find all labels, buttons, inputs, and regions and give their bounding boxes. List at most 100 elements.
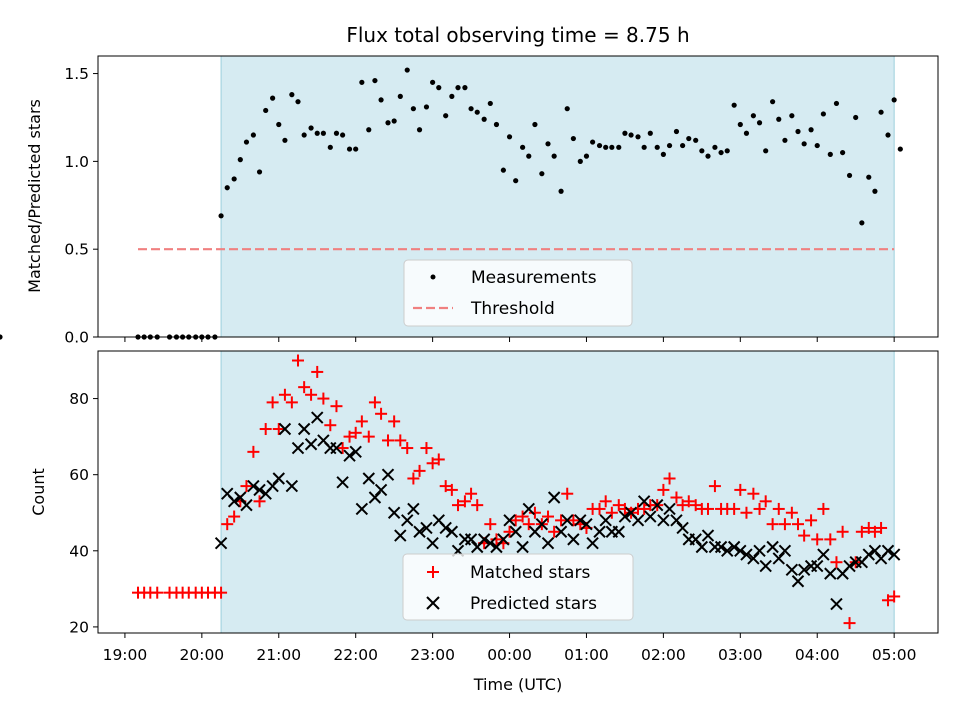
measurement-point (385, 120, 391, 126)
matched-star-point (317, 392, 330, 405)
measurement-point (295, 99, 301, 105)
measurement-point (520, 144, 526, 150)
x-tick-label: 02:00 (641, 646, 686, 664)
measurement-point (609, 144, 615, 150)
matched-star-point (888, 590, 901, 603)
predicted-star-point (509, 525, 522, 538)
predicted-star-point (297, 422, 311, 436)
measurement-point (513, 178, 519, 184)
predicted-star-point (227, 495, 241, 508)
matched-star-point (259, 423, 272, 436)
predicted-star-point (817, 548, 830, 561)
x-tick-label: 03:00 (718, 646, 763, 664)
matched-star-point (394, 434, 407, 447)
predicted-star-point (291, 441, 305, 455)
predicted-star-point (381, 468, 395, 481)
measurement-point (731, 102, 737, 108)
measurement-point (404, 67, 410, 73)
measurement-point (853, 114, 859, 121)
matched-star-point (882, 594, 894, 607)
predicted-star-point (580, 517, 593, 531)
matched-star-point (324, 419, 337, 432)
legend-matched-label: Matched stars (470, 563, 590, 583)
measurement-point (443, 113, 449, 119)
matched-star-point (657, 483, 670, 496)
legend-predicted-marker (426, 596, 440, 610)
measurement-point (320, 130, 326, 136)
measurement-point (551, 153, 557, 159)
predicted-star-point (759, 559, 772, 573)
predicted-star-point (881, 544, 895, 558)
matched-star-point (228, 510, 241, 523)
measurement-point (474, 109, 480, 115)
measurement-point (808, 127, 814, 133)
measurement-point (891, 97, 897, 103)
measurement-point (372, 77, 378, 84)
predicted-star-point (747, 552, 760, 565)
x-tick-label: 04:00 (795, 646, 840, 664)
measurement-point (416, 127, 423, 133)
measurement-point (628, 132, 634, 138)
matched-star-point (708, 480, 721, 493)
measurement-point (545, 141, 551, 147)
matched-star-point (702, 502, 714, 515)
legend-threshold-label: Threshold (470, 299, 555, 319)
top-y-axis: 0.0 0.5 1.0 1.5 (64, 65, 98, 347)
measurement-point (866, 174, 872, 180)
measurement-point (680, 142, 686, 149)
measurement-point (532, 121, 538, 128)
matched-star-point (247, 445, 260, 458)
measurement-point (243, 139, 250, 145)
predicted-star-point (574, 514, 587, 527)
measurement-point (859, 220, 865, 226)
measurement-point (763, 148, 769, 154)
matched-star-point (298, 381, 311, 394)
matched-star-point (336, 442, 349, 455)
matched-star-point (401, 442, 414, 455)
predicted-star-point (401, 514, 414, 527)
matched-star-point (253, 495, 266, 508)
measurement-point (686, 135, 692, 142)
legend-measurements-label: Measurements (471, 268, 597, 288)
measurement-point (340, 132, 346, 138)
top-y-tick-label: 1.5 (64, 65, 89, 83)
predicted-star-point (516, 540, 529, 554)
matched-star-point (240, 480, 253, 493)
predicted-star-point (304, 438, 318, 451)
matched-star-point (528, 506, 541, 519)
matched-star-point (382, 434, 394, 447)
matched-star-point (599, 495, 612, 508)
matched-star-point (266, 396, 279, 409)
predicted-star-point (618, 510, 632, 523)
predicted-star-point (387, 506, 401, 519)
predicted-star-point (721, 544, 734, 558)
bottom-legend: Matched stars Predicted stars (402, 553, 634, 621)
measurement-point (616, 144, 622, 150)
bottom-legend-box (402, 553, 634, 621)
x-tick-label: 01:00 (564, 646, 609, 664)
matched-star-point (734, 483, 747, 496)
matched-star-point (362, 430, 375, 443)
predicted-star-point (477, 533, 491, 546)
measurement-point (500, 167, 506, 173)
predicted-star-point (778, 544, 792, 558)
predicted-star-point (714, 540, 728, 554)
measurement-point (308, 125, 314, 131)
predicted-star-point (503, 514, 516, 527)
predicted-star-point (830, 597, 843, 611)
matched-star-point (439, 480, 452, 493)
measurement-point (333, 130, 340, 136)
legend-matched-marker (427, 566, 439, 578)
predicted-star-point (824, 567, 837, 580)
predicted-star-point (374, 483, 388, 497)
matched-star-point (843, 617, 856, 630)
top-legend-box (403, 259, 633, 327)
matched-star-point (349, 426, 362, 439)
predicted-star-point (644, 510, 657, 523)
matched-star-point (343, 430, 356, 443)
matched-star-point (824, 533, 837, 546)
measurement-point (526, 153, 532, 159)
predicted-star-point (651, 498, 664, 512)
matched-star-point (772, 502, 785, 515)
measurement-point (493, 121, 500, 128)
